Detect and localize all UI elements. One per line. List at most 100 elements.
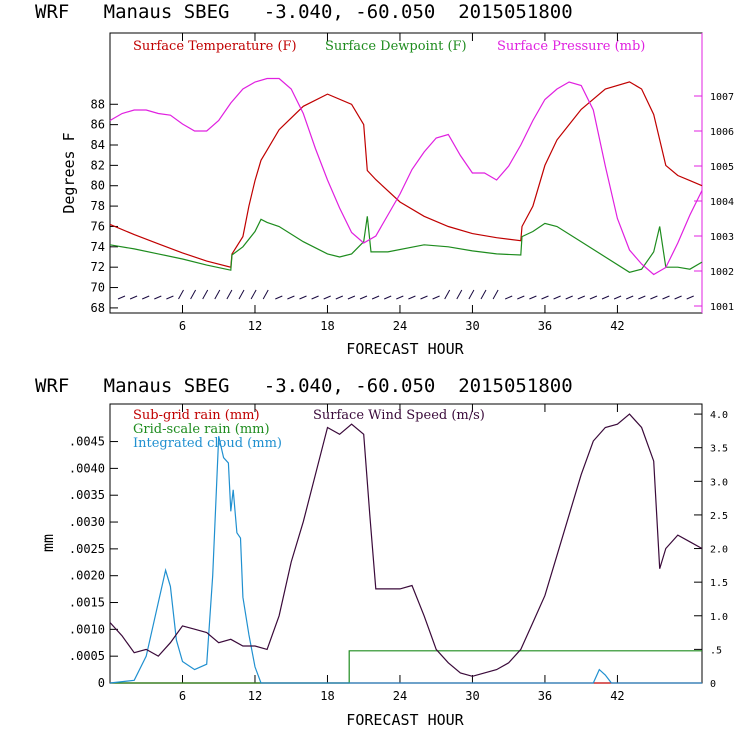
y-tick-label: .0010 bbox=[69, 622, 105, 636]
wind-barb bbox=[262, 289, 269, 300]
wind-barb bbox=[492, 289, 499, 300]
wind-barb bbox=[142, 295, 150, 300]
y-tick-label: .0005 bbox=[69, 649, 105, 663]
y2-tick-label: 1002 bbox=[710, 267, 734, 278]
x-tick-label: 24 bbox=[393, 319, 407, 333]
y2-tick-label: 1001 bbox=[710, 302, 734, 313]
x-tick-label: 30 bbox=[465, 689, 479, 703]
wind-barb bbox=[275, 295, 283, 300]
legend-surface-dewpoint: Surface Dewpoint (F) bbox=[325, 39, 467, 54]
wind-barb bbox=[347, 295, 356, 300]
wind-barb bbox=[686, 295, 694, 300]
series-line-surface-temperature-f bbox=[109, 81, 703, 268]
y-tick-label: 80 bbox=[91, 179, 105, 193]
wind-barb bbox=[456, 289, 463, 300]
y2-tick-label: 1004 bbox=[710, 197, 734, 208]
wind-barb bbox=[299, 295, 307, 300]
wind-barb bbox=[444, 289, 451, 300]
legend-surface-pressure: Surface Pressure (mb) bbox=[497, 39, 645, 54]
wind-barb bbox=[650, 295, 658, 300]
top-plot-frame bbox=[109, 32, 703, 314]
legend-grid-scale-rain: Grid-scale rain (mm) bbox=[133, 422, 270, 437]
bottom-y-axis-label: mm bbox=[39, 534, 57, 552]
wind-barb bbox=[287, 295, 295, 300]
y2-tick-label: 1.0 bbox=[710, 612, 728, 623]
x-tick-label: 30 bbox=[465, 319, 479, 333]
x-tick-label: 12 bbox=[248, 319, 262, 333]
x-tick-label: 18 bbox=[320, 319, 334, 333]
wind-barb bbox=[250, 289, 257, 300]
series-line-integrated-cloud-mm bbox=[109, 436, 702, 684]
wind-barb bbox=[577, 295, 585, 300]
y2-tick-label: 1.5 bbox=[710, 578, 728, 589]
wind-barb bbox=[517, 295, 525, 300]
wind-barb bbox=[662, 295, 670, 300]
series-line-surface-pressure-mb bbox=[109, 77, 703, 276]
wind-barb bbox=[190, 289, 197, 300]
wind-barbs bbox=[117, 289, 694, 300]
wind-barb bbox=[553, 295, 561, 300]
top-y-ticks: 68 70 72 74 76 78 80 82 84 86 88 bbox=[91, 97, 118, 315]
y2-tick-label: 4.0 bbox=[710, 410, 728, 421]
top-chart: WRF Manaus SBEG -3.040, -60.050 20150518… bbox=[35, 1, 734, 358]
x-tick-label: 42 bbox=[610, 689, 624, 703]
x-tick-label: 6 bbox=[179, 689, 186, 703]
wind-barb bbox=[480, 289, 487, 300]
y2-tick-label: 1005 bbox=[710, 162, 734, 173]
y-tick-label: .0040 bbox=[69, 461, 105, 475]
wind-barb bbox=[214, 289, 221, 300]
wind-barb bbox=[589, 295, 598, 300]
y2-tick-label: 1007 bbox=[710, 92, 734, 103]
wind-barb bbox=[432, 295, 440, 300]
y-tick-label: .0015 bbox=[69, 596, 105, 610]
top-x-axis-label: FORECAST HOUR bbox=[346, 340, 464, 358]
x-tick-label: 18 bbox=[320, 689, 334, 703]
y-tick-label: 72 bbox=[91, 260, 105, 274]
wind-barb bbox=[420, 295, 428, 300]
wind-barb bbox=[505, 295, 513, 300]
bottom-x-ticks: 6 12 18 24 30 36 42 bbox=[179, 404, 625, 703]
top-y2-ticks: 1001 1002 1003 1004 1005 1006 1007 bbox=[694, 92, 734, 313]
wind-barb bbox=[178, 289, 184, 300]
wind-barb bbox=[335, 295, 343, 300]
bottom-x-axis-label: FORECAST HOUR bbox=[346, 711, 464, 729]
series-line-grid-scale-rain-mm bbox=[110, 650, 702, 684]
y-tick-label: 70 bbox=[91, 281, 105, 295]
y2-tick-label: 3.0 bbox=[710, 477, 728, 488]
y2-tick-label: 0 bbox=[710, 679, 716, 690]
wind-barb bbox=[468, 289, 475, 300]
wind-barb bbox=[541, 295, 549, 300]
top-y-axis-label: Degrees F bbox=[60, 132, 78, 213]
wind-barb bbox=[166, 295, 174, 300]
y2-tick-label: 2.5 bbox=[710, 511, 728, 522]
wind-barb bbox=[226, 289, 233, 300]
wind-barb bbox=[601, 295, 610, 300]
wind-barb bbox=[202, 289, 209, 300]
wind-barb bbox=[311, 295, 319, 300]
top-x-ticks: 6 12 18 24 30 36 42 bbox=[179, 33, 625, 333]
y-tick-label: 74 bbox=[91, 240, 105, 254]
y-tick-label: 88 bbox=[91, 97, 105, 111]
bottom-chart: WRF Manaus SBEG -3.040, -60.050 20150518… bbox=[35, 375, 728, 729]
y2-tick-label: 2.0 bbox=[710, 545, 728, 556]
top-series-group bbox=[109, 77, 703, 276]
wind-barb bbox=[613, 295, 622, 300]
y-tick-label: 76 bbox=[91, 219, 105, 233]
wind-barb bbox=[371, 295, 380, 300]
y-tick-label: 82 bbox=[91, 158, 105, 172]
bottom-chart-title: WRF Manaus SBEG -3.040, -60.050 20150518… bbox=[35, 375, 573, 397]
y-tick-label: 78 bbox=[91, 199, 105, 213]
y-tick-label: 0 bbox=[98, 676, 105, 690]
y-tick-label: 84 bbox=[91, 138, 105, 152]
legend-integrated-cloud: Integrated cloud (mm) bbox=[133, 436, 282, 451]
wind-barb bbox=[626, 295, 634, 300]
wind-barb bbox=[408, 295, 416, 300]
wind-barb bbox=[674, 295, 682, 300]
legend-sub-grid-rain: Sub-grid rain (mm) bbox=[133, 408, 260, 423]
series-line-surface-wind-speed-m-s bbox=[109, 413, 703, 677]
bottom-y-ticks: 0 .0005 .0010 .0015 .0020 .0025 .0030 .0035 .004… bbox=[69, 435, 118, 690]
wind-barb bbox=[154, 295, 162, 300]
wind-barb bbox=[323, 295, 331, 300]
y-tick-label: .0035 bbox=[69, 488, 105, 502]
y-tick-label: .0030 bbox=[69, 515, 105, 529]
